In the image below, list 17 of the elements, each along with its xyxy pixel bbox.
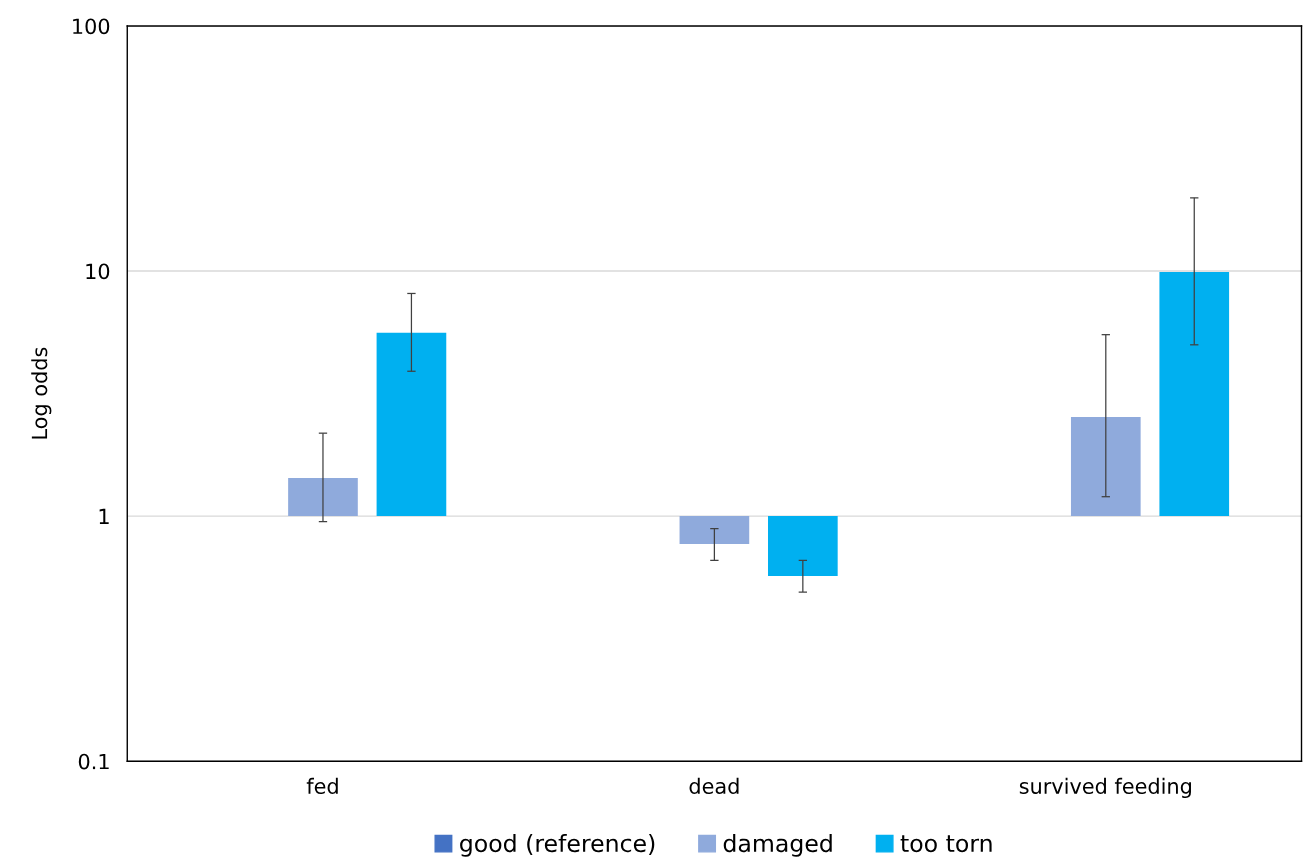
y-tick-label: 1 — [99, 508, 109, 525]
y-tick-label: 100 — [73, 18, 110, 35]
y-tick-label: 0.1 — [78, 753, 109, 770]
bar — [1159, 272, 1230, 517]
bar — [679, 516, 750, 544]
x-tick-label: dead — [689, 777, 739, 794]
bar — [376, 332, 447, 517]
legend-label: damaged — [723, 833, 832, 857]
bar — [288, 478, 358, 517]
bar — [1070, 416, 1141, 517]
x-tick-label: survived feeding — [1019, 777, 1191, 799]
legend-label: good (reference) — [460, 833, 655, 857]
bar — [768, 516, 838, 576]
x-tick-label: fed — [306, 777, 338, 794]
legend-label: too torn — [900, 835, 992, 853]
y-tick-label: 10 — [86, 263, 110, 280]
y-axis-title: Log odds — [31, 347, 52, 439]
